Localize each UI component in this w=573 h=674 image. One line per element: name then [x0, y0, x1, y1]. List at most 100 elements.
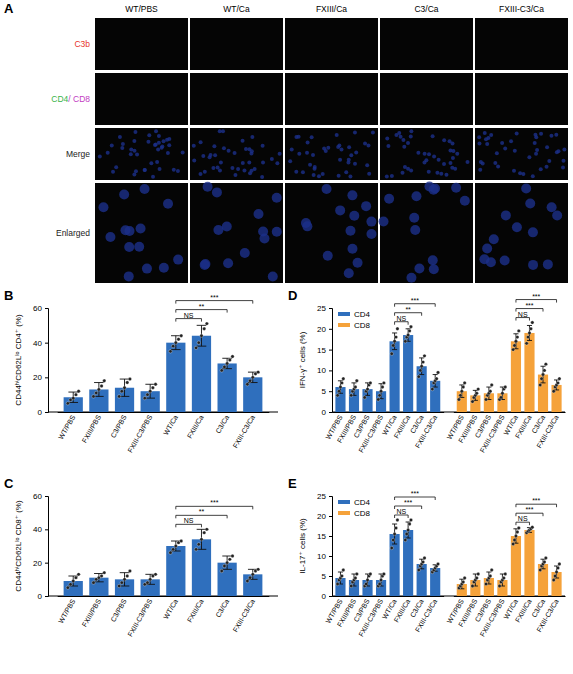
significance-bracket [176, 319, 202, 322]
data-point [103, 379, 106, 382]
y-tick-label: 20 [33, 373, 42, 382]
y-axis-line [329, 309, 333, 413]
nucleus-texture [142, 264, 152, 274]
nucleus-texture [448, 161, 452, 165]
nucleus-texture [409, 129, 413, 133]
data-point [200, 334, 203, 337]
x-tick: C3/PBS [109, 596, 128, 623]
error-bar [197, 325, 207, 346]
data-point [72, 396, 75, 399]
error-bar [120, 573, 130, 586]
x-tick-label: FXIII/PBS [336, 598, 358, 628]
nucleus-texture [347, 244, 357, 254]
bar [390, 341, 400, 412]
bar [551, 572, 561, 596]
data-point [231, 355, 234, 358]
nucleus-texture [270, 157, 274, 161]
data-point [501, 392, 504, 395]
error-bar [351, 574, 356, 586]
image-cell [95, 18, 188, 70]
error-bar [171, 541, 181, 551]
data-point [490, 568, 493, 571]
data-point [154, 573, 157, 576]
panel-label: B [4, 288, 13, 303]
nucleus-texture [240, 248, 250, 258]
nucleus-texture [556, 149, 560, 153]
nucleus-texture [385, 175, 389, 179]
nucleus-texture [367, 172, 371, 176]
nucleus-texture [365, 163, 369, 167]
nucleus-texture [155, 160, 159, 164]
y-tick: 0 [322, 592, 332, 601]
data-point [128, 569, 131, 572]
data-point [194, 548, 197, 551]
nucleus-texture [250, 135, 254, 139]
nucleus-texture [213, 153, 217, 157]
nucleus-texture [160, 146, 164, 150]
panel-label: D [288, 288, 297, 303]
nucleus-texture [486, 257, 496, 267]
data-point [419, 369, 422, 372]
data-point [394, 335, 397, 338]
nucleus-texture [451, 156, 455, 160]
y-tick: 20 [317, 325, 332, 334]
data-point [556, 381, 559, 384]
legend-label: CD8 [354, 321, 371, 330]
nucleus-texture [406, 141, 410, 145]
nucleus-texture [167, 143, 171, 147]
x-tick: FXIII/PBS [336, 596, 358, 628]
nucleus-texture [172, 168, 176, 172]
x-tick: FXIII/PBS [81, 596, 103, 628]
nucleus-texture [409, 168, 413, 172]
x-tick: FXIII/PBS [336, 412, 358, 444]
data-point [248, 379, 251, 382]
nucleus-texture [448, 148, 452, 152]
data-point [499, 396, 502, 399]
x-tick: FXIII/PBS [457, 412, 479, 444]
nucleus-texture [322, 184, 332, 194]
data-point [391, 344, 394, 347]
data-point [256, 370, 259, 373]
data-point [72, 579, 75, 582]
image-cell [475, 183, 568, 283]
data-point [366, 387, 369, 390]
data-point [123, 386, 126, 389]
error-bar [94, 574, 104, 582]
data-point [423, 354, 426, 357]
bar [484, 578, 494, 596]
data-point [393, 532, 396, 535]
y-tick-mark [45, 412, 48, 413]
nucleus-texture [545, 165, 549, 169]
data-point [489, 574, 492, 577]
x-tick: WT/PBS [57, 412, 77, 441]
plot-area [64, 528, 263, 596]
data-point [513, 344, 516, 347]
nucleus-texture [118, 135, 122, 139]
data-point [128, 377, 131, 380]
row-label: CD4/ CD8 [51, 94, 90, 104]
x-tick-label: C3/PBS [109, 414, 128, 439]
nucleus-texture [347, 145, 351, 149]
y-tick-mark [329, 391, 332, 392]
image-cell [190, 128, 283, 180]
error-bar [486, 387, 491, 399]
x-tick: WT/Ca [162, 596, 179, 620]
y-tick: 15 [317, 346, 332, 355]
nucleus-texture [547, 159, 551, 163]
nucleus-texture [525, 198, 535, 208]
nucleus-texture [294, 170, 298, 174]
data-point [177, 338, 180, 341]
data-point [117, 395, 120, 398]
nucleus-texture [543, 259, 553, 269]
x-axis-domain [333, 596, 445, 597]
nucleus-texture [120, 146, 124, 150]
data-point [369, 381, 372, 384]
nucleus-texture [547, 202, 557, 212]
nucleus-texture [212, 144, 216, 148]
x-tick-label: FXIII/Ca [392, 598, 411, 624]
image-cell [95, 183, 188, 283]
x-axis-domain [454, 412, 566, 413]
data-point [525, 342, 528, 345]
data-point [379, 578, 382, 581]
error-bar [392, 524, 397, 544]
